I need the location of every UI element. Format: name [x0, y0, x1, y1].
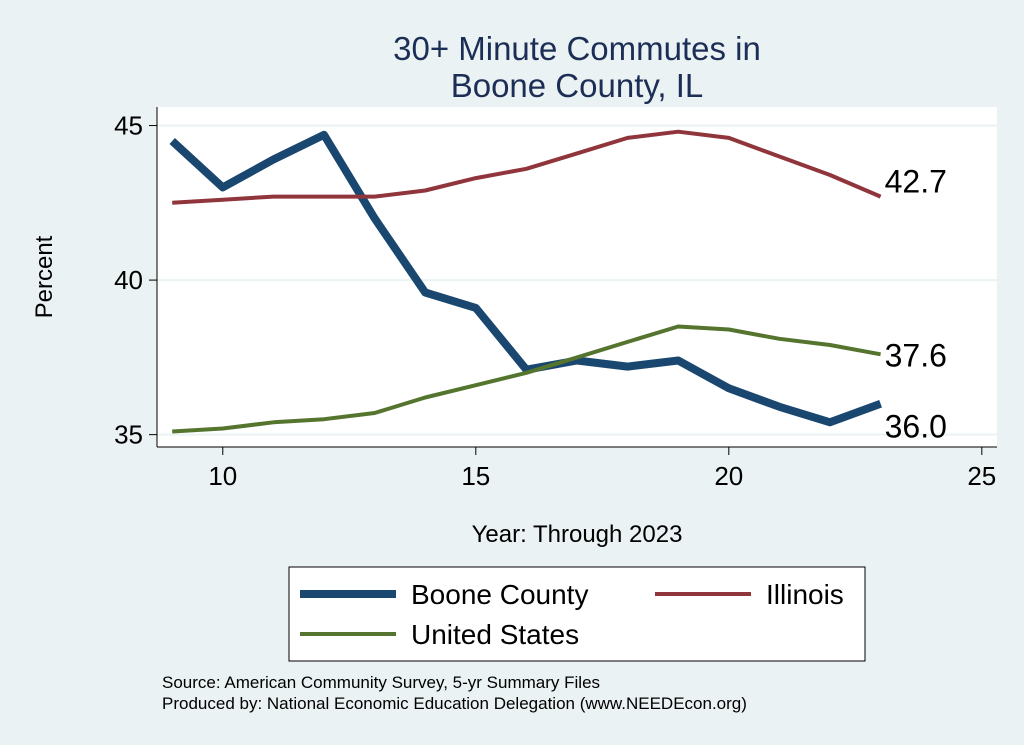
x-tick-label: 15: [461, 461, 490, 491]
end-labels: 36.0 42.7 37.6: [885, 164, 947, 445]
legend: Boone County Illinois United States: [300, 579, 844, 650]
x-axis-title: Year: Through 2023: [472, 521, 683, 548]
series-line-boone-county: [169, 130, 882, 427]
legend-label-united-states: United States: [411, 619, 579, 650]
y-axis-ticks: 35 40 45: [114, 111, 157, 450]
legend-label-illinois: Illinois: [766, 579, 844, 610]
x-tick-label: 20: [714, 461, 743, 491]
source-note: Source: American Community Survey, 5-yr …: [162, 673, 600, 692]
y-tick-label: 35: [114, 420, 143, 450]
x-tick-label: 10: [208, 461, 237, 491]
produced-by-note: Produced by: National Economic Education…: [162, 694, 747, 713]
series-lines: [169, 129, 882, 434]
y-tick-label: 45: [114, 111, 143, 141]
y-axis-title: Percent: [31, 235, 58, 318]
x-tick-label: 25: [967, 461, 996, 491]
plot-area: [157, 107, 997, 447]
y-tick-label: 40: [114, 265, 143, 295]
series-line-united-states: [172, 324, 881, 434]
end-label-boone-county: 36.0: [885, 409, 947, 445]
end-label-united-states: 37.6: [885, 337, 947, 373]
series-line-illinois: [172, 129, 882, 205]
legend-label-boone-county: Boone County: [411, 579, 588, 610]
legend-box: [288, 566, 866, 662]
chart-title-line-1: 30+ Minute Commutes in: [393, 30, 761, 67]
gridlines: [157, 124, 997, 436]
x-axis-ticks: 10 15 20 25: [208, 447, 996, 491]
chart-title-line-2: Boone County, IL: [451, 67, 704, 104]
end-label-illinois: 42.7: [885, 164, 947, 200]
